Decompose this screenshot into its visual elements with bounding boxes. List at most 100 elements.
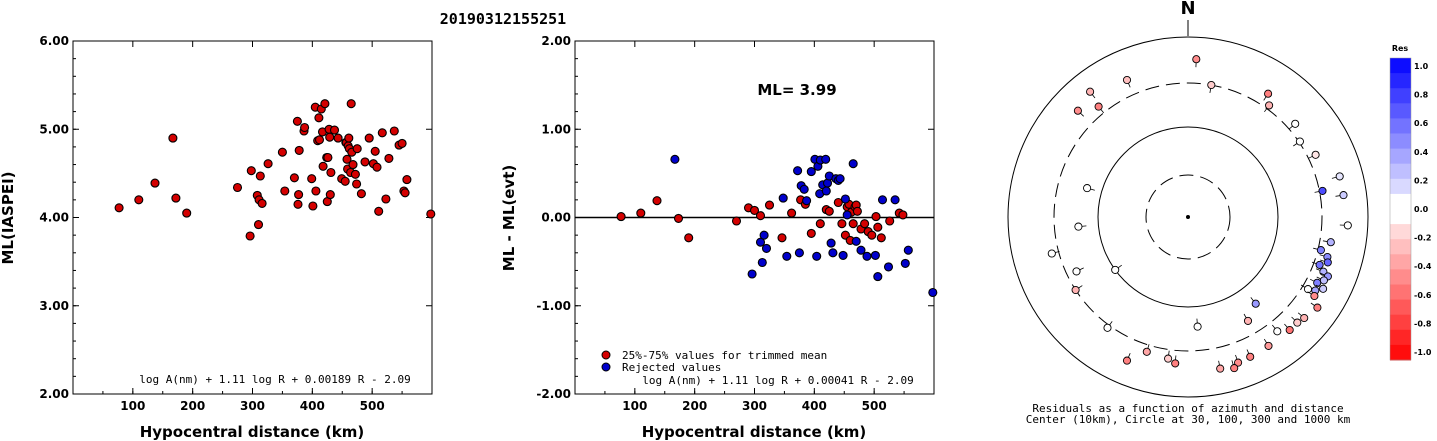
data-point <box>340 176 350 186</box>
colorbar-cell <box>1390 329 1411 346</box>
data-point <box>636 208 646 218</box>
colorbar-cell <box>1390 344 1411 361</box>
station-marker <box>1343 221 1352 230</box>
station-marker <box>1074 222 1083 231</box>
station-marker <box>1142 347 1151 356</box>
x-tick-label: 400 <box>300 399 325 413</box>
data-point <box>114 203 124 213</box>
data-point <box>356 189 366 199</box>
data-point <box>314 135 325 145</box>
data-point <box>300 122 310 133</box>
data-point <box>799 184 809 194</box>
data-point <box>848 219 858 229</box>
colorbar-cell <box>1390 88 1411 104</box>
data-point <box>652 196 662 206</box>
data-point <box>342 154 352 164</box>
circle-1000km <box>1007 36 1369 398</box>
data-point <box>426 209 436 219</box>
x-tick-label: 100 <box>622 399 647 413</box>
data-point <box>806 228 816 238</box>
colorbar-tick-label: 0.4 <box>1414 148 1429 157</box>
x-axis-label: Hypocentral distance (km) <box>140 423 365 441</box>
station-marker <box>1103 323 1112 332</box>
colorbar-cell <box>1390 148 1411 165</box>
circle-100km <box>1097 126 1279 308</box>
station-marker <box>1291 119 1300 128</box>
colorbar-tick-label: 0.2 <box>1414 176 1428 185</box>
station-marker <box>1265 101 1274 110</box>
data-point <box>747 269 757 279</box>
station-marker <box>1323 258 1332 267</box>
x-tick-label: 500 <box>360 399 385 413</box>
station-marker <box>1171 359 1180 368</box>
data-point <box>293 199 303 209</box>
station-marker <box>1311 150 1320 159</box>
station-marker <box>1295 137 1304 146</box>
y-tick-label: 1.00 <box>541 122 571 136</box>
station-marker <box>1230 364 1239 373</box>
station-marker <box>1310 291 1319 301</box>
data-point <box>370 146 380 156</box>
colorbar-cell <box>1390 58 1411 74</box>
data-point <box>352 144 362 154</box>
data-point <box>862 251 872 261</box>
data-point <box>787 208 797 218</box>
data-point <box>759 230 769 240</box>
station-marker <box>1293 318 1302 327</box>
colorbar-tick-label: 0.0 <box>1414 205 1429 214</box>
data-point <box>616 212 626 222</box>
data-point <box>320 99 330 109</box>
legend-label-trimmed: 25%-75% values for trimmed mean <box>622 349 827 362</box>
colorbar-cell <box>1390 103 1411 119</box>
data-point <box>835 174 845 184</box>
data-point <box>350 169 360 179</box>
data-point <box>824 206 834 216</box>
data-point <box>372 162 382 172</box>
data-point <box>840 194 850 204</box>
data-point <box>352 179 362 189</box>
formula-label: log A(nm) + 1.11 log R + 0.00189 R - 2.0… <box>139 373 411 386</box>
data-point <box>263 159 273 169</box>
station-marker <box>1111 265 1120 274</box>
data-point <box>171 193 181 203</box>
data-point <box>326 167 336 178</box>
data-point <box>821 154 831 164</box>
data-point <box>389 126 399 136</box>
data-point <box>294 145 304 155</box>
station-marker <box>1326 238 1335 247</box>
legend-marker-trimmed <box>601 350 611 360</box>
colorbar-cell <box>1390 314 1411 331</box>
station-marker <box>1316 246 1325 255</box>
colorbar-cell <box>1390 209 1411 225</box>
data-point <box>673 213 684 223</box>
x-axis-label: Hypocentral distance (km) <box>642 423 867 441</box>
data-point <box>325 190 335 200</box>
data-point <box>871 212 881 222</box>
data-point <box>307 174 317 184</box>
station-marker <box>1207 80 1216 90</box>
station-marker <box>1122 356 1132 365</box>
data-point <box>150 178 160 188</box>
station-marker <box>1216 364 1225 373</box>
data-point <box>828 248 838 258</box>
data-point <box>837 219 847 229</box>
colorbar-tick-label: -0.4 <box>1414 262 1432 271</box>
data-point <box>870 250 880 260</box>
colorbar-tick-label: 1.0 <box>1414 62 1429 71</box>
station-marker <box>1251 299 1260 308</box>
data-point <box>826 238 836 248</box>
data-point <box>928 287 938 298</box>
data-point <box>232 182 243 193</box>
colorbar-cell <box>1390 299 1411 316</box>
data-point <box>761 243 772 253</box>
station-marker <box>1313 303 1322 312</box>
colorbar-cell <box>1390 193 1411 210</box>
y-tick-label: 6.00 <box>39 34 69 48</box>
station-marker <box>1319 276 1328 285</box>
circle-300km <box>1053 82 1323 352</box>
legend-marker-rejected <box>601 362 611 372</box>
station-marker <box>1339 191 1348 200</box>
data-point <box>757 257 767 268</box>
y-tick-label: 2.00 <box>541 34 571 48</box>
data-point <box>364 133 374 143</box>
